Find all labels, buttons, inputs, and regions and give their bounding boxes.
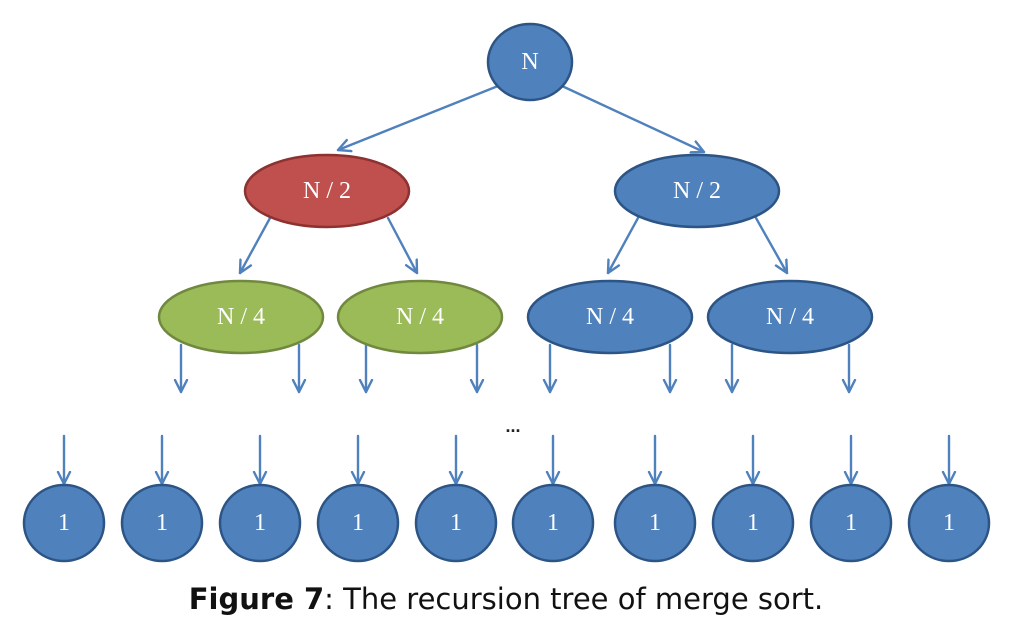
level2-node-1-label: N / 4 xyxy=(217,304,265,330)
tree-edge-arrow xyxy=(754,216,789,275)
leaf-node-label: 1 xyxy=(58,510,70,536)
level2-node-3-shape xyxy=(526,279,694,355)
leaf-node-shape xyxy=(613,483,697,563)
leaf-node: 1 xyxy=(907,483,991,563)
level1-node-left: N / 2 xyxy=(243,153,411,229)
tree-edges xyxy=(64,84,949,486)
leaf-node-shape xyxy=(120,483,204,563)
leaf-node-label: 1 xyxy=(352,510,364,536)
level2-node-3: N / 4 xyxy=(526,279,694,355)
level2-node-2: N / 4 xyxy=(336,279,504,355)
root-node: N xyxy=(486,22,574,102)
leaf-node-label: 1 xyxy=(254,510,266,536)
leaf-node: 1 xyxy=(316,483,400,563)
level2-node-4-shape xyxy=(706,279,874,355)
leaf-node-shape xyxy=(22,483,106,563)
leaf-node-label: 1 xyxy=(649,510,661,536)
leaf-node-label: 1 xyxy=(943,510,955,536)
level1-node-right-label: N / 2 xyxy=(673,178,721,204)
tree-edge-arrow xyxy=(386,216,419,275)
root-node-shape xyxy=(486,22,574,102)
figure-caption-text: : The recursion tree of merge sort. xyxy=(324,582,824,616)
level2-node-2-shape xyxy=(336,279,504,355)
level2-node-2-label: N / 4 xyxy=(396,304,444,330)
leaf-node: 1 xyxy=(120,483,204,563)
figure-caption: Figure 7: The recursion tree of merge so… xyxy=(0,582,1012,616)
leaf-node: 1 xyxy=(511,483,595,563)
leaf-node-shape xyxy=(907,483,991,563)
tree-edge-arrow xyxy=(336,84,500,150)
level1-node-right: N / 2 xyxy=(613,153,781,229)
leaf-node: 1 xyxy=(414,483,498,563)
leaf-node-shape xyxy=(809,483,893,563)
level2-node-3-label: N / 4 xyxy=(586,304,634,330)
tree-edge-arrow xyxy=(238,216,272,275)
level2-node-4: N / 4 xyxy=(706,279,874,355)
tree-edge-arrow xyxy=(560,84,706,152)
level1-node-right-shape xyxy=(613,153,781,229)
figure-caption-label: Figure 7 xyxy=(188,582,325,616)
leaf-node: 1 xyxy=(22,483,106,563)
level2-node-1-shape xyxy=(157,279,325,355)
leaf-node-label: 1 xyxy=(156,510,168,536)
leaf-node-shape xyxy=(218,483,302,563)
recursion-tree-diagram: N N / 2 N / 2 N / 4 N / 4 N / 4 N / 4 ..… xyxy=(22,22,991,563)
leaf-node-label: 1 xyxy=(547,510,559,536)
leaf-row: 1 1 1 1 1 1 1 1 1 1 xyxy=(22,483,991,563)
leaf-node: 1 xyxy=(711,483,795,563)
level2-node-1: N / 4 xyxy=(157,279,325,355)
leaf-node-label: 1 xyxy=(845,510,857,536)
leaf-node-label: 1 xyxy=(450,510,462,536)
leaf-node-shape xyxy=(511,483,595,563)
leaf-node: 1 xyxy=(809,483,893,563)
leaf-node-label: 1 xyxy=(747,510,759,536)
leaf-node-shape xyxy=(711,483,795,563)
tree-edge-arrow xyxy=(606,216,640,275)
tree-ellipsis: ... xyxy=(505,416,520,436)
level1-node-left-label: N / 2 xyxy=(303,178,351,204)
leaf-node: 1 xyxy=(613,483,697,563)
leaf-node-shape xyxy=(316,483,400,563)
leaf-node-shape xyxy=(414,483,498,563)
level1-node-left-shape xyxy=(243,153,411,229)
level2-node-4-label: N / 4 xyxy=(766,304,814,330)
root-node-label: N xyxy=(521,49,538,75)
leaf-node: 1 xyxy=(218,483,302,563)
